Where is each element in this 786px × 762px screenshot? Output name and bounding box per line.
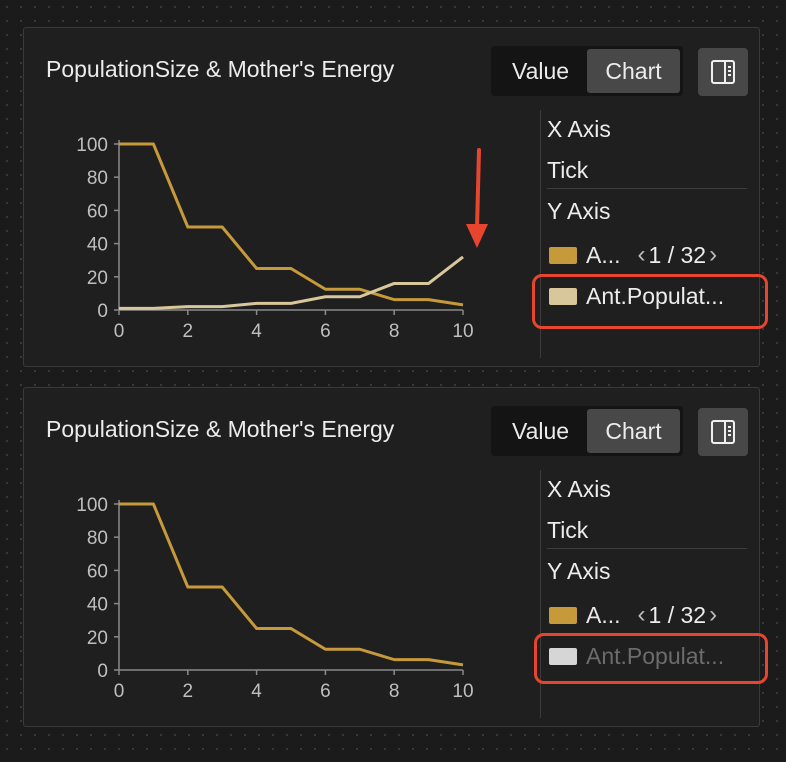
x-tick-label: 4 [251, 321, 262, 342]
annotation-arrow-icon [466, 148, 488, 248]
series-line-0 [119, 142, 464, 307]
tab-chart[interactable]: Chart [587, 49, 680, 93]
tick-setting[interactable]: Tick [547, 517, 589, 543]
legend-label: Ant.Populat... [586, 283, 725, 309]
x-tick-label: 2 [183, 321, 194, 342]
legend-pager: ‹ 1 / 32 › [635, 241, 721, 269]
view-mode-switch: Value Chart [491, 46, 683, 96]
x-tick-label: 4 [251, 681, 262, 702]
y-axis-setting[interactable]: Y Axis [547, 558, 611, 584]
divider [547, 188, 747, 189]
chevron-left-icon[interactable]: ‹ [637, 241, 646, 268]
y-tick-label: 40 [87, 595, 108, 616]
chevron-left-icon[interactable]: ‹ [637, 601, 646, 628]
chart-panel-1: PopulationSize & Mother's Energy Value C… [23, 27, 768, 367]
x-tick-label: 8 [389, 681, 400, 702]
chart-sidebar: X Axis Tick Y Axis A... ‹ 1 / 32 › Ant.P… [540, 110, 750, 358]
sidebar-toggle-button[interactable] [698, 48, 748, 96]
x-tick-label: 10 [452, 321, 473, 342]
x-tick-label: 6 [320, 681, 331, 702]
legend-item-energy[interactable]: A... ‹ 1 / 32 › [549, 241, 720, 269]
panel-title: PopulationSize & Mother's Energy [46, 56, 395, 82]
x-tick-label: 0 [114, 681, 125, 702]
chevron-right-icon[interactable]: › [709, 241, 718, 268]
series-line-0 [119, 502, 464, 667]
panel-title: PopulationSize & Mother's Energy [46, 416, 395, 442]
sidebar-toggle-button[interactable] [698, 408, 748, 456]
line-chart: 0 20 40 60 80 100 0 2 4 6 8 10 [76, 495, 473, 702]
y-axis-setting[interactable]: Y Axis [547, 198, 611, 224]
view-mode-switch: Value Chart [491, 406, 683, 456]
x-tick-label: 8 [389, 321, 400, 342]
x-axis-setting[interactable]: X Axis [547, 476, 611, 502]
annotation-highlight-box [532, 274, 768, 329]
tick-setting[interactable]: Tick [547, 157, 589, 183]
chevron-right-icon[interactable]: › [709, 601, 718, 628]
y-tick-label: 60 [87, 201, 108, 222]
y-tick-label: 100 [76, 495, 108, 516]
x-axis-setting[interactable]: X Axis [547, 116, 611, 142]
y-tick-label: 0 [97, 661, 108, 682]
legend-pager: ‹ 1 / 32 › [635, 601, 721, 629]
x-tick-label: 2 [183, 681, 194, 702]
x-tick-label: 10 [452, 681, 473, 702]
pager-text: 1 / 32 [648, 241, 707, 268]
sidebar-toggle-icon [711, 420, 735, 444]
y-tick-label: 20 [87, 268, 108, 289]
annotation-highlight-box [534, 633, 768, 684]
x-tick-label: 0 [114, 321, 125, 342]
tab-chart[interactable]: Chart [587, 409, 680, 453]
legend-swatch [549, 246, 577, 264]
line-chart: 0 20 40 60 80 100 0 2 4 6 8 10 [76, 135, 473, 342]
y-tick-label: 80 [87, 528, 108, 549]
legend-swatch [549, 288, 577, 305]
legend-swatch [549, 648, 577, 665]
divider [547, 548, 747, 549]
sidebar-toggle-icon [711, 60, 735, 84]
y-tick-label: 20 [87, 628, 108, 649]
legend-label: A... [586, 241, 621, 268]
y-tick-label: 100 [76, 135, 108, 156]
chart-sidebar: X Axis Tick Y Axis A... ‹ 1 / 32 › Ant.P… [540, 470, 750, 718]
pager-text: 1 / 32 [648, 601, 707, 628]
legend-item-energy[interactable]: A... ‹ 1 / 32 › [549, 601, 720, 629]
y-tick-label: 60 [87, 561, 108, 582]
legend-item-population[interactable]: Ant.Populat... [549, 283, 724, 310]
chart-panel-2: PopulationSize & Mother's Energy Value C… [23, 387, 768, 727]
y-tick-label: 80 [87, 168, 108, 189]
tab-value[interactable]: Value [511, 57, 570, 84]
tab-value[interactable]: Value [511, 417, 570, 444]
y-tick-label: 0 [97, 301, 108, 322]
legend-label: Ant.Populat... [586, 643, 725, 669]
x-tick-label: 6 [320, 321, 331, 342]
y-tick-label: 40 [87, 235, 108, 256]
legend-label: A... [586, 601, 621, 628]
series-line-1 [119, 255, 464, 310]
legend-swatch [549, 606, 577, 624]
legend-item-population-hidden[interactable]: Ant.Populat... [549, 643, 724, 670]
